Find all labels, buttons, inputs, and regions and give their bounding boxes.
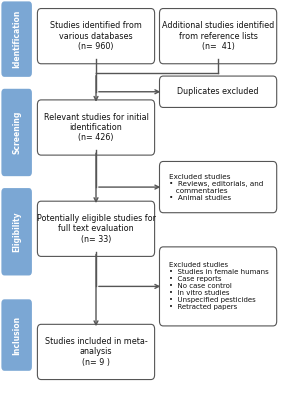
FancyBboxPatch shape bbox=[37, 201, 155, 256]
Text: Identification: Identification bbox=[12, 10, 21, 68]
FancyBboxPatch shape bbox=[37, 8, 155, 64]
Text: Duplicates excluded: Duplicates excluded bbox=[177, 87, 259, 96]
FancyBboxPatch shape bbox=[160, 8, 277, 64]
Text: Relevant studies for initial
identification
(n= 426): Relevant studies for initial identificat… bbox=[43, 113, 148, 142]
Text: Studies identified from
various databases
(n= 960): Studies identified from various database… bbox=[50, 21, 142, 51]
Text: Excluded studies
•  Studies in female humans
•  Case reports
•  No case control
: Excluded studies • Studies in female hum… bbox=[169, 262, 269, 310]
Text: Inclusion: Inclusion bbox=[12, 316, 21, 355]
FancyBboxPatch shape bbox=[2, 1, 32, 77]
FancyBboxPatch shape bbox=[2, 188, 32, 276]
FancyBboxPatch shape bbox=[37, 100, 155, 155]
FancyBboxPatch shape bbox=[160, 162, 277, 213]
FancyBboxPatch shape bbox=[160, 76, 277, 108]
Text: Studies included in meta-
analysis
(n= 9 ): Studies included in meta- analysis (n= 9… bbox=[45, 337, 148, 367]
Text: Excluded studies
•  Reviews, editorials, and
   commentaries
•  Animal studies: Excluded studies • Reviews, editorials, … bbox=[169, 174, 264, 200]
FancyBboxPatch shape bbox=[37, 324, 155, 380]
FancyBboxPatch shape bbox=[2, 299, 32, 371]
Text: Screening: Screening bbox=[12, 111, 21, 154]
FancyBboxPatch shape bbox=[2, 89, 32, 176]
FancyBboxPatch shape bbox=[160, 247, 277, 326]
Text: Potentially eligible studies for
full text evaluation
(n= 33): Potentially eligible studies for full te… bbox=[37, 214, 156, 244]
Text: Additional studies identified
from reference lists
(n=  41): Additional studies identified from refer… bbox=[162, 21, 274, 51]
Text: Eligibility: Eligibility bbox=[12, 212, 21, 252]
